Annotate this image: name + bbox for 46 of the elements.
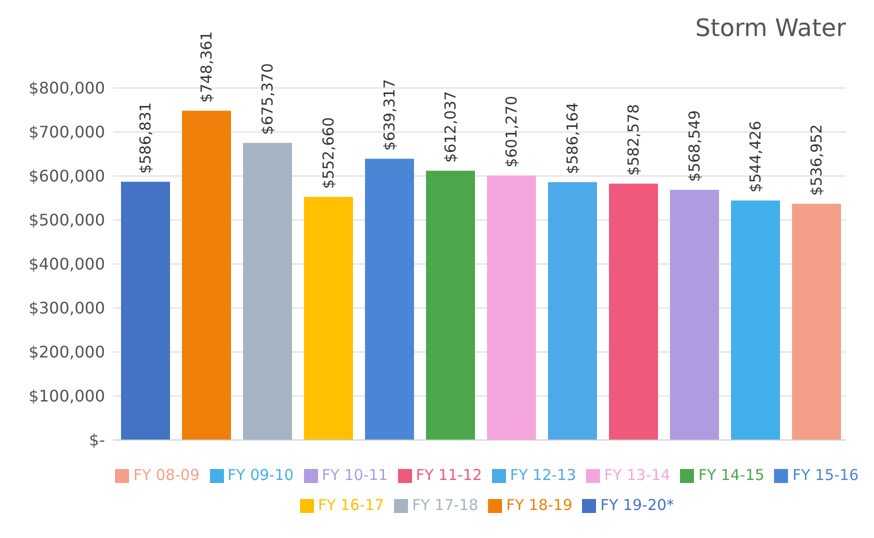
data-label: $612,037 [442, 91, 460, 163]
bar [426, 170, 475, 440]
legend-label: FY 18-19 [506, 496, 572, 514]
data-label: $582,578 [624, 104, 642, 176]
legend-label: FY 15-16 [792, 466, 859, 484]
y-tick-label: $500,000 [28, 210, 105, 230]
bar [365, 158, 414, 440]
bar [670, 190, 719, 440]
data-label: $586,164 [564, 102, 582, 174]
bar [548, 182, 597, 440]
data-label: $552,660 [320, 117, 338, 189]
bar [182, 110, 231, 440]
bar [792, 204, 841, 440]
bar [487, 175, 536, 440]
data-label: $544,426 [746, 120, 764, 192]
legend-label: FY 14-15 [698, 466, 764, 484]
bar [731, 200, 780, 440]
bar [243, 142, 292, 440]
legend-label: FY 08-09 [133, 466, 200, 484]
y-tick-label: $100,000 [28, 386, 105, 406]
legend-label: FY 17-18 [412, 496, 478, 514]
y-tick-label: $700,000 [28, 122, 105, 142]
data-label: $586,831 [136, 102, 154, 174]
y-tick-label: $400,000 [28, 254, 105, 274]
y-tick-label: $200,000 [28, 342, 105, 362]
legend-label: FY 19-20* [600, 496, 674, 514]
legend-label: FY 09-10 [228, 466, 294, 484]
bar [304, 196, 353, 440]
legend-label: FY 10-11 [322, 466, 388, 484]
chart-title: Storm Water [695, 14, 846, 42]
legend-label: FY 12-13 [510, 466, 576, 484]
data-label: $536,952 [808, 124, 826, 196]
legend-label: FY 11-12 [416, 466, 482, 484]
data-label: $639,317 [380, 79, 398, 151]
legend-label: FY 13-14 [604, 466, 670, 484]
bar [609, 184, 658, 440]
y-tick-label: $600,000 [28, 166, 105, 186]
y-tick-label: $- [89, 430, 105, 450]
data-label: $568,549 [686, 110, 704, 182]
legend-label: FY 16-17 [318, 496, 384, 514]
y-tick-label: $800,000 [28, 78, 105, 98]
y-tick-label: $300,000 [28, 298, 105, 318]
data-label: $748,361 [198, 31, 216, 103]
data-label: $675,370 [258, 63, 276, 135]
bar [121, 182, 170, 440]
data-label: $601,270 [502, 96, 520, 168]
